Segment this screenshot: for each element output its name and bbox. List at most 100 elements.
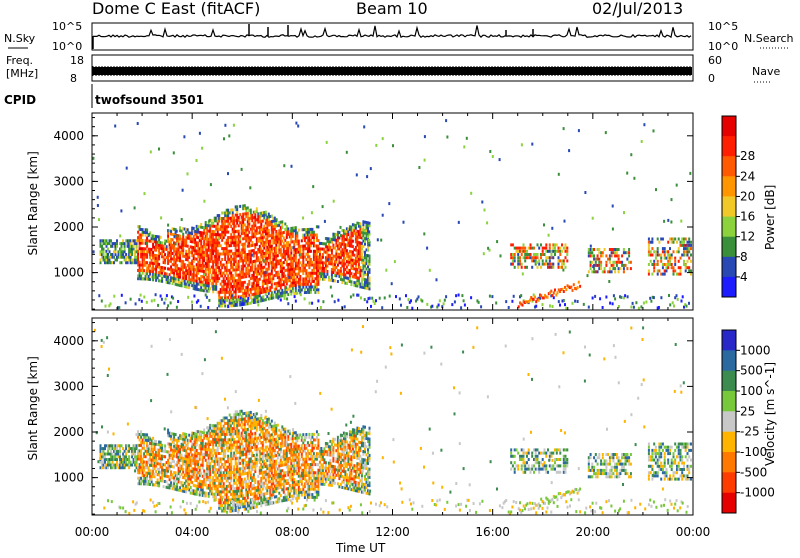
echo-cell <box>626 172 628 175</box>
echo-cell <box>221 479 223 482</box>
echo-cell <box>236 208 238 211</box>
echo-cell <box>522 272 524 275</box>
echo-cell <box>298 240 300 243</box>
echo-cell <box>605 131 607 134</box>
echo-cell <box>613 294 615 297</box>
echo-cell <box>172 297 174 300</box>
echo-cell <box>209 279 211 282</box>
echo-cell <box>233 228 235 231</box>
echo-cell <box>551 227 553 230</box>
echo-cell <box>100 242 102 245</box>
echo-cell <box>217 261 219 264</box>
echo-cell <box>552 305 554 308</box>
echo-cell <box>245 275 247 278</box>
echo-cell <box>170 481 172 484</box>
echo-cell <box>619 267 621 270</box>
echo-cell <box>688 257 690 260</box>
echo-cell <box>262 220 264 223</box>
echo-cell <box>223 264 225 267</box>
echo-cell <box>292 235 294 238</box>
echo-cell <box>305 258 307 261</box>
echo-cell <box>127 261 129 264</box>
echo-cell <box>628 261 630 264</box>
echo-cell <box>618 254 620 257</box>
echo-cell <box>229 482 231 485</box>
echo-cell <box>272 277 274 280</box>
echo-cell <box>146 272 148 275</box>
echo-cell <box>293 246 295 249</box>
echo-cell <box>230 225 232 228</box>
echo-cell <box>470 296 472 299</box>
echo-cell <box>209 287 211 290</box>
echo-cell <box>212 446 214 449</box>
echo-cell <box>212 266 214 269</box>
echo-cell <box>297 125 299 128</box>
echo-cell <box>146 228 148 231</box>
echo-cell <box>671 254 673 257</box>
echo-cell <box>110 239 112 242</box>
echo-cell <box>146 242 148 245</box>
echo-cell <box>521 250 523 253</box>
y-axis-label: Slant Range [km] <box>26 151 40 255</box>
y-tick-label: 2000 <box>53 220 84 234</box>
echo-cell <box>184 263 186 266</box>
echo-cell <box>224 510 226 513</box>
echo-cell <box>122 447 124 450</box>
echo-cell <box>203 259 205 262</box>
echo-cell <box>188 286 190 289</box>
echo-cell <box>137 258 139 261</box>
echo-cell <box>221 239 223 242</box>
echo-cell <box>226 288 228 291</box>
echo-cell <box>223 490 225 493</box>
echo-cell <box>333 200 335 203</box>
echo-cell <box>311 274 313 277</box>
echo-cell <box>106 239 108 242</box>
echo-cell <box>113 261 115 264</box>
echo-cell <box>217 446 219 449</box>
echo-cell <box>260 261 262 264</box>
echo-cell <box>565 266 567 269</box>
echo-cell <box>558 263 560 266</box>
echo-cell <box>667 263 669 266</box>
echo-cell <box>531 259 533 262</box>
echo-cell <box>296 232 298 235</box>
echo-cell <box>305 269 307 272</box>
echo-cell <box>689 172 691 175</box>
echo-cell <box>538 263 540 266</box>
echo-cell <box>674 269 676 272</box>
echo-cell <box>676 184 678 187</box>
echo-cell <box>176 235 178 238</box>
echo-cell <box>322 300 324 303</box>
echo-cell <box>592 265 594 268</box>
echo-cell <box>164 455 166 458</box>
echo-cell <box>148 445 150 448</box>
echo-cell <box>550 290 552 293</box>
echo-cell <box>208 495 210 498</box>
echo-cell <box>199 469 201 472</box>
echo-cell <box>551 263 553 266</box>
echo-cell <box>110 450 112 453</box>
echo-cell <box>310 244 312 247</box>
echo-cell <box>593 248 595 251</box>
nsearch-top-tick: 10^5 <box>708 20 738 33</box>
echo-cell <box>340 226 342 229</box>
echo-cell <box>209 462 211 465</box>
echo-cell <box>657 247 659 250</box>
echo-cell <box>284 255 286 258</box>
echo-cell <box>517 247 519 250</box>
echo-cell <box>609 267 611 270</box>
echo-cell <box>558 247 560 250</box>
echo-cell <box>230 282 232 285</box>
echo-cell <box>226 488 228 491</box>
echo-cell <box>308 280 310 283</box>
echo-cell <box>466 137 468 140</box>
echo-cell <box>522 304 524 307</box>
echo-cell <box>322 205 324 208</box>
echo-cell <box>200 472 202 475</box>
echo-cell <box>461 294 463 297</box>
echo-cell <box>317 291 319 294</box>
echo-cell <box>547 266 549 269</box>
echo-cell <box>185 436 187 439</box>
y-tick-label: 3000 <box>53 174 84 188</box>
echo-cell <box>143 269 145 272</box>
